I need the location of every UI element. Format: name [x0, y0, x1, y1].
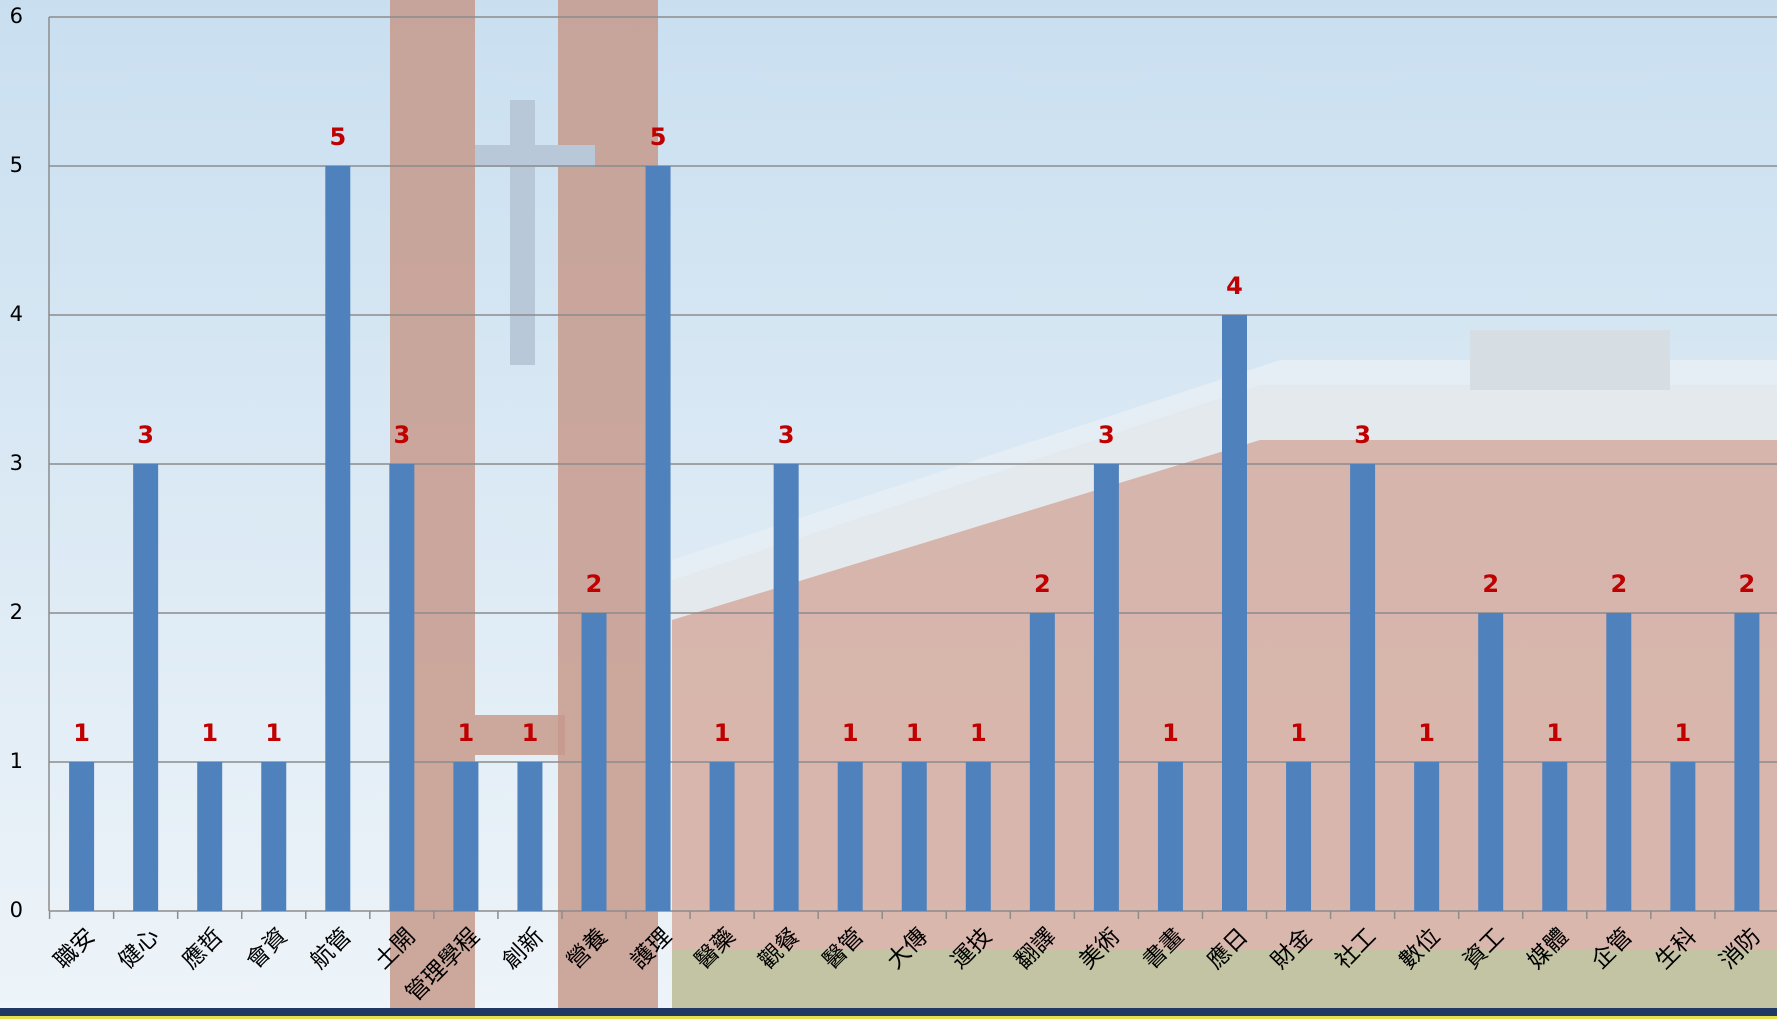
bar — [1414, 762, 1440, 911]
y-tick-label: 4 — [10, 302, 23, 326]
value-label: 1 — [1162, 719, 1179, 747]
value-label: 3 — [778, 421, 795, 449]
bar — [1222, 315, 1247, 911]
value-label: 2 — [1034, 570, 1051, 598]
value-label: 1 — [201, 719, 218, 747]
value-label: 5 — [650, 123, 667, 151]
bar — [1606, 613, 1632, 911]
value-label: 2 — [1482, 570, 1499, 598]
bar — [965, 762, 991, 911]
bar — [1734, 613, 1760, 911]
y-tick-label: 5 — [10, 153, 23, 177]
value-label: 2 — [586, 570, 603, 598]
y-tick-label: 1 — [10, 749, 23, 773]
bar — [1093, 464, 1119, 911]
y-tick-label: 0 — [10, 898, 23, 922]
bar — [517, 762, 543, 911]
value-label: 3 — [1098, 421, 1115, 449]
value-label: 1 — [906, 719, 923, 747]
value-label: 5 — [329, 123, 346, 151]
value-label: 2 — [1739, 570, 1756, 598]
value-label: 1 — [522, 719, 539, 747]
bar — [197, 762, 223, 911]
value-label: 1 — [714, 719, 731, 747]
value-label: 1 — [842, 719, 859, 747]
value-label: 1 — [1546, 719, 1563, 747]
value-label: 1 — [73, 719, 90, 747]
value-label: 4 — [1226, 272, 1243, 300]
bar — [261, 762, 287, 911]
value-label: 1 — [1674, 719, 1691, 747]
bar — [1157, 762, 1183, 911]
value-label: 3 — [137, 421, 154, 449]
value-label: 1 — [970, 719, 987, 747]
bar — [645, 166, 671, 911]
value-label: 3 — [393, 421, 410, 449]
bar — [1478, 613, 1504, 911]
bar — [1286, 762, 1312, 911]
bar — [389, 464, 415, 911]
y-tick-label: 6 — [10, 4, 23, 28]
value-label: 1 — [458, 719, 475, 747]
bar — [1350, 464, 1376, 911]
bar — [133, 464, 159, 911]
bar — [773, 464, 799, 911]
bar — [837, 762, 863, 911]
bar — [1542, 762, 1568, 911]
bar — [901, 762, 927, 911]
bar — [709, 762, 735, 911]
value-label: 3 — [1354, 421, 1371, 449]
value-label: 1 — [1418, 719, 1435, 747]
bar — [581, 613, 607, 911]
y-tick-label: 3 — [10, 451, 23, 475]
bar — [453, 762, 479, 911]
value-label: 2 — [1610, 570, 1627, 598]
bar — [1029, 613, 1055, 911]
bar — [325, 166, 351, 911]
value-label: 1 — [265, 719, 282, 747]
value-label: 1 — [1290, 719, 1307, 747]
y-tick-label: 2 — [10, 600, 23, 624]
bar — [1670, 762, 1696, 911]
bar — [69, 762, 95, 911]
